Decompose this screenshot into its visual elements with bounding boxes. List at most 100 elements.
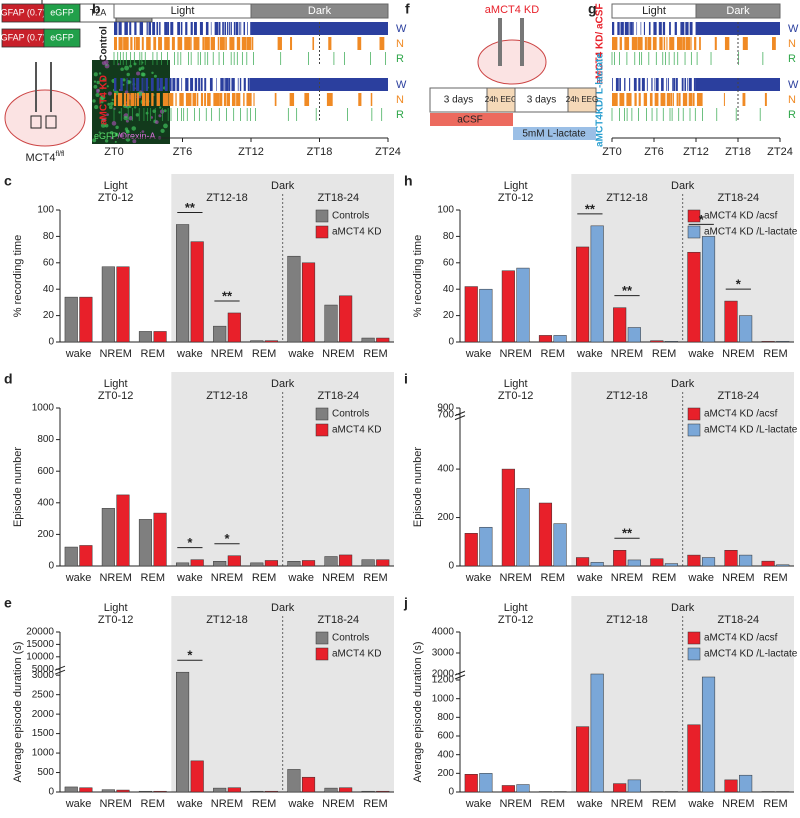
bar: [64, 296, 78, 343]
hypnogram-stripe: [289, 93, 295, 106]
y-tick-label: 2000: [432, 669, 455, 680]
bar: [613, 550, 627, 567]
cell-signal: [99, 96, 104, 101]
bar: [138, 790, 153, 793]
bar: [516, 488, 530, 567]
legend-label: aMCT4 KD: [332, 425, 381, 436]
bar: [627, 779, 641, 793]
hypnogram-stripe: [246, 37, 252, 50]
hypnogram-stripe: [624, 78, 626, 91]
cell-signal: [107, 91, 112, 96]
hypnogram-stripe: [216, 78, 217, 91]
hypnogram-stripe: [661, 78, 664, 91]
bar: [687, 554, 701, 567]
panel-label: f: [405, 1, 410, 17]
timeline-label: 24h EEG: [485, 95, 517, 104]
cell-signal: [113, 107, 116, 111]
hypnogram-stripe: [653, 22, 657, 35]
hypnogram-stripe: [133, 37, 136, 50]
x-tick-label: REM: [541, 572, 565, 584]
hypnogram-stripe: [230, 22, 232, 35]
hypnogram-stripe: [179, 93, 184, 106]
bar: [287, 255, 301, 343]
bar: [264, 560, 278, 567]
x-tick-label: NREM: [211, 798, 243, 810]
hypnogram-stripe: [673, 78, 676, 91]
treatment-label: aCSF: [457, 115, 483, 126]
y-tick-label: 20: [43, 310, 55, 321]
section-label: ZT18-24: [718, 390, 760, 402]
significance-label: *: [187, 535, 193, 550]
bar: [590, 225, 604, 343]
hypnogram-stripe: [693, 78, 696, 91]
y-tick-label: 1000: [432, 693, 455, 704]
hypnogram-tick-label: ZT12: [683, 146, 709, 158]
cell-signal: [104, 139, 109, 143]
hypnogram-stripe: [181, 78, 183, 91]
significance-label: *: [736, 277, 742, 292]
bar: [138, 331, 153, 343]
cell-signal: [111, 121, 117, 126]
bar: [176, 224, 190, 343]
hypnogram-stripe: [213, 93, 220, 106]
cell-signal: [96, 88, 100, 92]
hypnogram-stripe: [236, 93, 241, 106]
hypnogram-stripe: [136, 93, 140, 106]
cell-signal: [110, 136, 114, 140]
bar: [553, 523, 567, 567]
hypnogram-stripe: [687, 78, 688, 91]
y-tick-label: 2500: [32, 689, 55, 700]
cell-signal: [114, 132, 119, 137]
hypnogram-stripe: [192, 93, 197, 106]
hypnogram-stripe: [200, 93, 204, 106]
section-label: ZT12-18: [606, 192, 648, 204]
hypnogram-stripe: [126, 78, 128, 91]
hypnogram-stripe: [629, 78, 631, 91]
hypnogram-stripe: [226, 93, 231, 106]
hypnogram-stripe: [194, 78, 198, 91]
bar: [501, 270, 515, 343]
hypnogram-stripe: [660, 93, 666, 106]
hypnogram-stripe: [683, 78, 685, 91]
x-tick-label: REM: [363, 798, 387, 810]
state-label: W: [396, 79, 407, 91]
bar: [724, 779, 738, 793]
section-label: ZT18-24: [718, 614, 760, 626]
hypnogram-stripe: [190, 78, 194, 91]
state-label: N: [788, 38, 796, 50]
hypnogram-stripe: [170, 22, 174, 35]
bar: [464, 286, 478, 343]
hypnogram-stripe: [139, 22, 144, 35]
timeline-label: 3 days: [527, 95, 556, 106]
state-label: W: [788, 79, 799, 91]
hypnogram-stripe: [615, 78, 619, 91]
hypnogram-stripe: [224, 22, 227, 35]
hypnogram-stripe: [134, 93, 137, 106]
hypnogram-stripe: [304, 93, 310, 106]
bar: [776, 564, 790, 567]
hypnogram-stripe: [241, 37, 247, 50]
legend-label: Controls: [332, 409, 369, 420]
y-tick-label: 800: [37, 434, 54, 445]
hypnogram-stripe: [612, 93, 618, 106]
bar: [464, 533, 478, 567]
x-tick-label: REM: [252, 348, 276, 360]
hypnogram-stripe: [636, 22, 638, 35]
hypnogram-stripe: [228, 78, 231, 91]
bar: [501, 468, 515, 567]
hypnogram-stripe: [153, 37, 157, 50]
construct-label: eGFP: [50, 7, 74, 17]
hypnogram-stripe: [239, 78, 242, 91]
cell-signal: [163, 109, 167, 113]
bar: [153, 331, 167, 343]
hypnogram-stripe: [274, 93, 277, 106]
bar: [301, 560, 316, 567]
significance-label: **: [222, 288, 233, 303]
bar: [213, 325, 227, 343]
y-tick-label: 600: [37, 466, 54, 477]
cell-signal: [107, 102, 111, 106]
section-label: ZT18-24: [318, 390, 360, 402]
legend-swatch: [687, 209, 701, 223]
cell-signal: [102, 118, 106, 122]
bar: [664, 341, 678, 343]
